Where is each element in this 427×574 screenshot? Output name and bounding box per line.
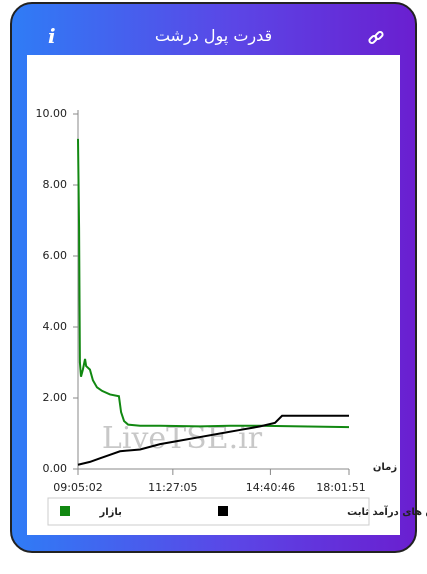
y-tick-label: 2.00 (43, 391, 68, 404)
legend-box (47, 497, 370, 526)
x-tick-label: 09:05:02 (53, 481, 102, 494)
legend-swatch (60, 506, 70, 516)
y-tick-label: 4.00 (43, 320, 68, 333)
card-title: قدرت پول درشت (154, 26, 273, 45)
x-axis-label: زمان (373, 462, 397, 473)
y-tick-label: 10.00 (36, 107, 68, 120)
chart-panel (27, 55, 400, 535)
x-tick-label: 14:40:46 (246, 481, 295, 494)
y-tick-label: 8.00 (43, 178, 68, 191)
legend-label: صندوق های درآمد ثابت (347, 505, 427, 518)
info-button[interactable]: i (48, 24, 56, 48)
series-line (77, 414, 349, 466)
y-tick-label: 0.00 (43, 462, 68, 475)
legend-label: بازار (98, 507, 121, 518)
x-tick-label: 18:01:51 (316, 481, 365, 494)
legend-swatch (218, 506, 228, 516)
link-button[interactable] (368, 30, 384, 46)
y-tick-label: 6.00 (43, 249, 68, 262)
series-line (77, 138, 350, 429)
x-tick-label: 11:27:05 (148, 481, 197, 494)
